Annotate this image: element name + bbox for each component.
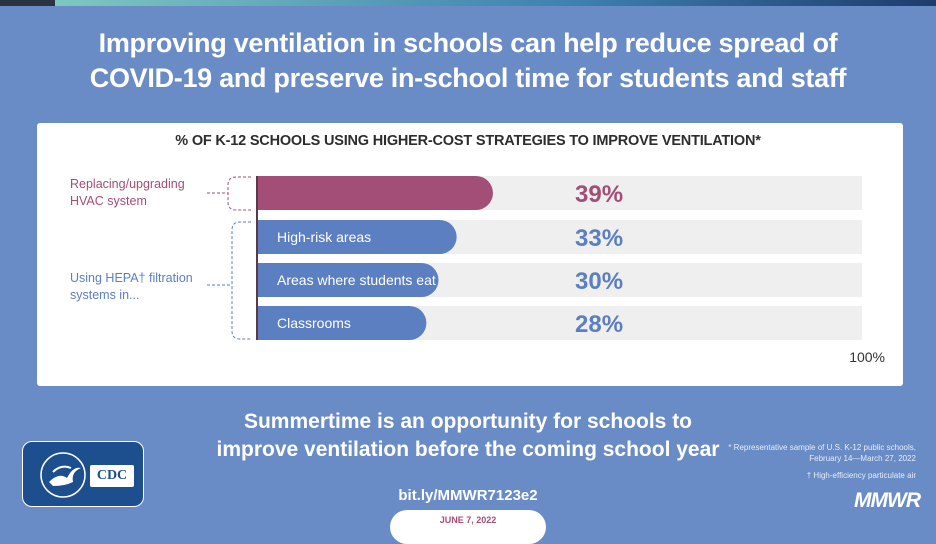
page-title-line-1: Improving ventilation in schools can hel…	[98, 28, 838, 58]
bar-category-label: High-risk areas	[277, 229, 371, 245]
footer-message: Summertime is an opportunity for schools…	[0, 408, 936, 464]
bar	[257, 306, 427, 340]
group-label-hvac-line-2: HVAC system	[70, 194, 147, 208]
top-accent-bar-dark	[0, 0, 55, 6]
bar	[257, 176, 493, 210]
report-link[interactable]: bit.ly/MMWR7123e2	[398, 487, 538, 504]
page-title-line-2: COVID-19 and preserve in-school time for…	[89, 63, 847, 93]
publication-date: JUNE 7, 2022	[390, 510, 546, 544]
footer-message-line-2: improve ventilation before the coming sc…	[216, 438, 720, 461]
mmwr-logo: MMWR	[854, 489, 921, 512]
bar-chart: 39% High-risk areas 33% Areas where student…	[70, 176, 885, 365]
cdc-logo-text: CDC	[90, 465, 134, 487]
bar-category-label: Areas where students eat	[277, 272, 436, 288]
bar-value-label: 28%	[575, 311, 623, 338]
footnote-representative-sample: * Representative sample of U.S. K-12 pub…	[728, 443, 916, 463]
bar-category-label: Classrooms	[277, 315, 351, 331]
bracket-hepa	[231, 221, 251, 340]
bar	[257, 263, 439, 297]
hhs-cdc-logo: CDC	[22, 441, 144, 507]
bar-value-label: 33%	[575, 225, 623, 252]
footer-message-line-1: Summertime is an opportunity for schools…	[243, 410, 693, 433]
footnotes: * Representative sample of U.S. K-12 pub…	[726, 442, 916, 487]
chart-card	[37, 123, 903, 386]
axis-max-label: 100%	[849, 349, 885, 365]
bracket-hvac	[227, 176, 251, 211]
bar	[257, 220, 457, 254]
group-label-hepa-line-2: systems in...	[70, 288, 139, 302]
group-label-hepa-line-1: Using HEPA† filtration	[70, 271, 193, 285]
chart-title: % OF K-12 SCHOOLS USING HIGHER-COST STRA…	[175, 133, 761, 149]
bar-value-label: 39%	[575, 181, 623, 208]
page-title: Improving ventilation in schools can hel…	[0, 26, 936, 96]
footnote-hepa: † High-efficiency particulate air	[806, 471, 916, 480]
bar-value-label: 30%	[575, 268, 623, 295]
hhs-eagle-icon	[40, 452, 86, 498]
group-label-hvac-line-1: Replacing/upgrading	[70, 177, 185, 191]
top-accent-bar-gradient	[55, 0, 936, 6]
